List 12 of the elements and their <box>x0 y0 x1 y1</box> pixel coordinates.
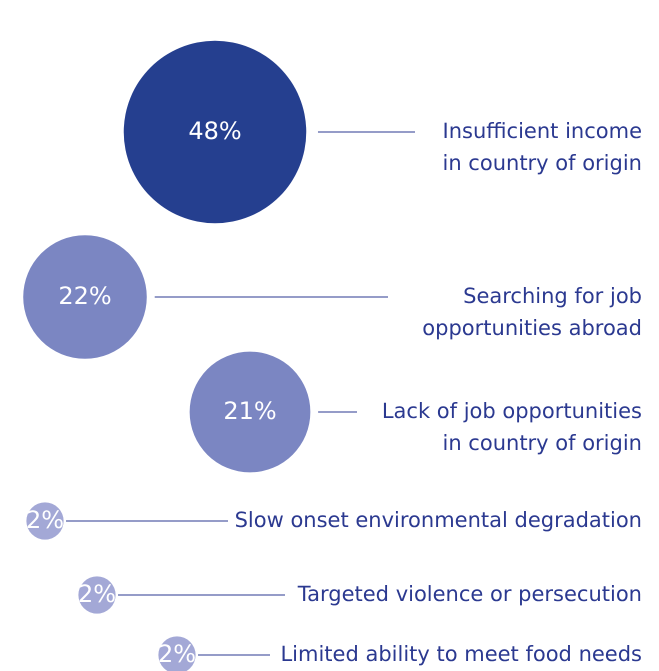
category-label: Limited ability to meet food needs <box>280 642 642 666</box>
data-label: 48% <box>188 117 242 145</box>
category-label: Lack of job opportunities in country of origin <box>382 399 642 455</box>
data-label: 2% <box>158 640 196 668</box>
data-label: 22% <box>58 282 112 310</box>
category-label: Insufficient income in country of origin <box>442 119 642 175</box>
category-label: Slow onset environmental degradation <box>234 508 642 532</box>
data-label: 21% <box>223 397 277 425</box>
data-label: 2% <box>26 506 64 534</box>
data-label: 2% <box>78 580 116 608</box>
category-label: Searching for job opportunities abroad <box>422 284 642 340</box>
category-label: Targeted violence or persecution <box>296 582 642 606</box>
